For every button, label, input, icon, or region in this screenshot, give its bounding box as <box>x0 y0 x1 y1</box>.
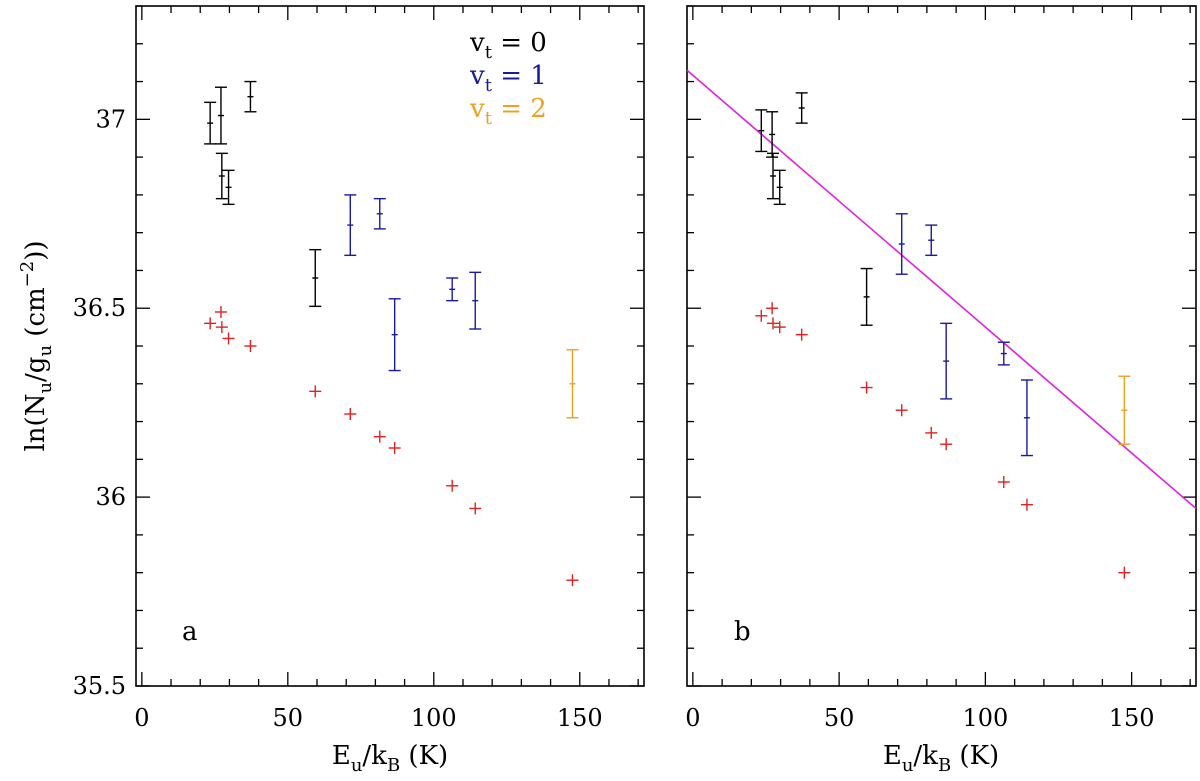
errorbar-point <box>244 80 257 113</box>
errorbar-point <box>755 109 768 153</box>
errorbar-point <box>766 111 779 158</box>
plus-point <box>215 321 228 334</box>
errorbar-point <box>373 197 386 230</box>
plus-point <box>895 404 908 417</box>
errorbar-point <box>344 194 357 257</box>
panel-a-ticks: 0 50 100 150 35.5 36 36.5 37 <box>73 5 644 732</box>
y-tick-label: 36.5 <box>73 294 126 322</box>
plus-point <box>388 442 401 454</box>
x-tick-label: 50 <box>273 704 304 732</box>
plus-point <box>373 430 386 443</box>
legend-item-vt2: vt = 2 <box>469 94 547 129</box>
errorbar-point <box>204 101 217 145</box>
legend: vt = 0 vt = 1 vt = 2 <box>469 28 547 129</box>
panel-b-ticks: 0 50 100 150 <box>685 5 1196 732</box>
plus-point <box>766 302 779 315</box>
plus-point <box>344 408 357 420</box>
plus-point <box>940 438 953 451</box>
plus-point <box>767 317 780 330</box>
panel-b: 0 50 100 150 b Eu/kB (K) <box>685 5 1197 776</box>
errorbar-point <box>1020 379 1033 457</box>
errorbar-point <box>940 322 953 400</box>
errorbar-point <box>1118 375 1131 445</box>
fit-line <box>686 69 1197 510</box>
plus-point <box>469 502 482 515</box>
panel-b-frame <box>686 5 1197 687</box>
errorbar-point <box>860 267 873 326</box>
legend-item-vt1: vt = 1 <box>469 61 547 96</box>
panel-a: 0 50 100 150 35.5 36 36.5 37 a ln(Nu/gu (cm−2))… <box>17 5 645 776</box>
x-axis-title-b: Eu/kB (K) <box>883 741 999 776</box>
y-tick-label: 35.5 <box>73 672 126 700</box>
plus-point <box>309 385 322 398</box>
errorbar-point <box>925 224 938 257</box>
errorbar-point <box>222 169 235 206</box>
x-tick-label: 150 <box>1109 704 1155 732</box>
errorbar-point <box>566 349 579 419</box>
plus-point <box>222 332 235 345</box>
errorbar-point <box>214 86 227 145</box>
panel-a-frame <box>135 5 645 687</box>
panel-b-label: b <box>734 617 751 647</box>
x-axis-title-a: Eu/kB (K) <box>332 741 448 776</box>
plus-point <box>244 340 257 352</box>
plus-point <box>1020 498 1033 511</box>
plus-point <box>860 381 873 394</box>
panel-b-marks <box>755 92 1131 579</box>
x-tick-label: 0 <box>685 704 700 732</box>
y-tick-label: 37 <box>95 105 126 133</box>
x-tick-label: 0 <box>134 704 149 732</box>
legend-item-vt0: vt = 0 <box>469 28 547 63</box>
plus-point <box>204 317 217 330</box>
errorbar-point <box>309 248 322 308</box>
panel-a-label: a <box>182 617 198 647</box>
errorbar-point <box>446 277 459 302</box>
x-tick-label: 150 <box>557 704 603 732</box>
y-tick-label: 36 <box>95 483 126 511</box>
x-tick-label: 100 <box>411 704 457 732</box>
errorbar-point <box>997 341 1010 366</box>
plus-point <box>446 479 459 492</box>
x-tick-label: 100 <box>962 704 1008 732</box>
plus-point <box>773 321 786 334</box>
plus-point <box>925 426 938 439</box>
plus-point <box>566 574 579 587</box>
errorbar-point <box>767 152 780 200</box>
plus-point <box>755 309 768 322</box>
plus-point <box>795 328 808 341</box>
errorbar-point <box>795 92 808 124</box>
plus-point <box>997 476 1010 488</box>
errorbar-point <box>773 169 786 206</box>
panel-a-marks <box>204 80 579 587</box>
plus-point <box>1118 566 1131 579</box>
errorbar-point <box>895 213 908 275</box>
errorbar-point <box>215 152 228 200</box>
errorbar-point <box>388 298 401 372</box>
x-tick-label: 50 <box>824 704 855 732</box>
plus-point <box>214 306 227 318</box>
y-axis-title: ln(Nu/gu (cm−2)) <box>17 240 56 451</box>
errorbar-point <box>469 271 482 330</box>
